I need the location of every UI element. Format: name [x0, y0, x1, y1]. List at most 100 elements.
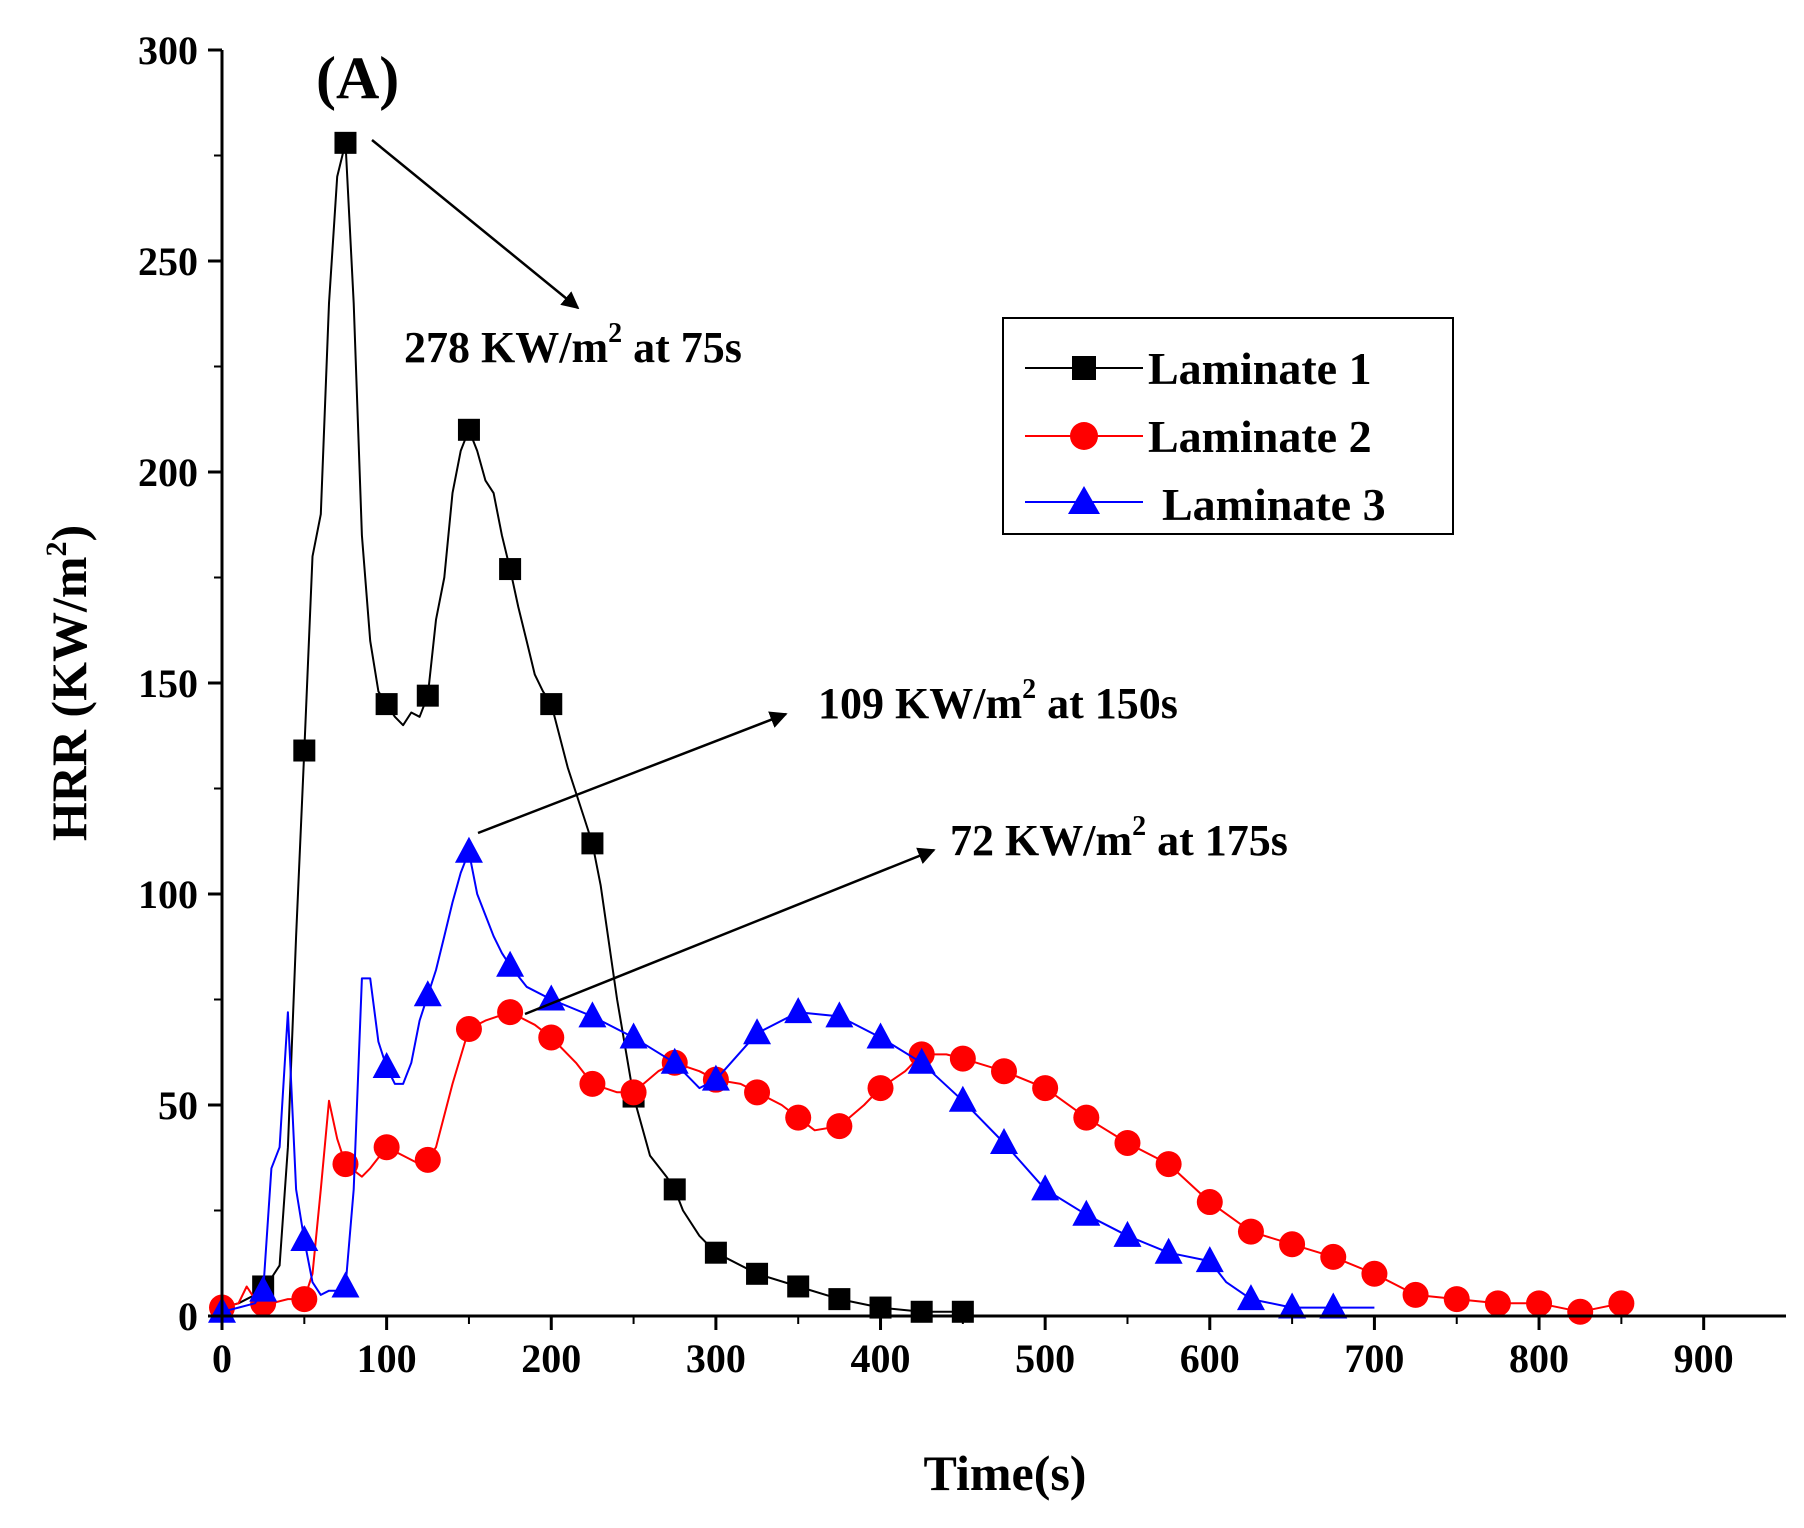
y-axis-title-sup: 2	[40, 541, 73, 556]
data-point	[578, 1001, 607, 1028]
data-point	[414, 1146, 441, 1173]
data-point	[660, 1047, 689, 1074]
data-point	[1114, 1129, 1141, 1156]
panel-label: (A)	[316, 45, 399, 111]
x-tick-label: 0	[212, 1336, 232, 1381]
data-point	[457, 418, 480, 441]
data-point	[375, 693, 398, 716]
data-point	[1402, 1281, 1429, 1308]
data-point	[867, 1075, 894, 1102]
data-point	[619, 1022, 648, 1049]
data-point	[1032, 1075, 1059, 1102]
x-tick-label: 100	[357, 1336, 417, 1381]
series-layer	[208, 131, 1635, 1325]
data-point	[293, 739, 316, 762]
data-point	[1113, 1220, 1142, 1247]
y-tick-label: 200	[138, 450, 198, 495]
y-axis-title-main: HRR (KW/m	[41, 556, 97, 841]
x-tick-label: 500	[1015, 1336, 1075, 1381]
x-tick-label: 800	[1509, 1336, 1569, 1381]
data-point	[581, 832, 604, 855]
data-point	[828, 1288, 851, 1311]
data-point	[1361, 1260, 1388, 1287]
annotation-2-tail: at 150s	[1036, 679, 1178, 728]
data-point	[290, 1225, 319, 1252]
data-point	[497, 999, 524, 1026]
data-point	[331, 1271, 360, 1298]
data-point	[825, 1001, 854, 1028]
data-point	[704, 1241, 727, 1264]
annotation-label-3: 72 KW/m2 at 175s	[950, 811, 1288, 865]
data-point	[373, 1134, 400, 1161]
data-point	[1072, 1199, 1101, 1226]
data-point	[1073, 1104, 1100, 1131]
y-tick-label: 300	[138, 28, 198, 73]
data-point	[785, 1104, 812, 1131]
data-point	[332, 1151, 359, 1178]
x-tick-label: 900	[1674, 1336, 1734, 1381]
series-laminate-3	[208, 836, 1375, 1323]
data-point	[990, 1127, 1018, 1154]
legend-marker-laminate-3	[1068, 486, 1100, 514]
data-point	[1567, 1298, 1594, 1325]
data-point	[579, 1070, 606, 1097]
annotation-2-sup: 2	[1022, 674, 1036, 705]
data-point	[1155, 1151, 1182, 1178]
data-point	[991, 1058, 1017, 1085]
annotation-1-tail: at 75s	[622, 323, 742, 372]
x-tick-label: 300	[686, 1336, 746, 1381]
data-point	[291, 1286, 318, 1313]
annotation-arrow-1	[371, 139, 580, 310]
data-point	[455, 1016, 482, 1043]
x-tick-label: 200	[521, 1336, 581, 1381]
data-point	[538, 1024, 565, 1051]
data-point	[1279, 1231, 1306, 1258]
data-point	[454, 836, 483, 863]
x-tick-label: 700	[1344, 1336, 1404, 1381]
data-point	[663, 1178, 686, 1201]
data-point	[746, 1262, 769, 1285]
data-point	[1443, 1286, 1470, 1313]
legend-marker-laminate-2	[1070, 422, 1098, 450]
legend-item-laminate-1: Laminate 1	[1025, 343, 1372, 394]
data-point	[499, 558, 522, 581]
y-tick-label: 100	[138, 872, 198, 917]
data-point	[620, 1079, 647, 1106]
data-point	[1031, 1174, 1060, 1201]
data-point	[496, 950, 525, 977]
y-tick-label: 150	[138, 661, 198, 706]
data-point	[1196, 1189, 1223, 1216]
y-axis-title-close: )	[41, 525, 97, 542]
data-point	[1608, 1290, 1635, 1317]
annotation-3-main: 72 KW/m	[950, 816, 1132, 865]
data-point	[949, 1045, 976, 1072]
y-tick-label: 50	[158, 1083, 198, 1128]
ticks: 0 100 200 300 400 500 600 700 800 900 0 50 100 150 200…	[138, 28, 1734, 1381]
data-point	[743, 1018, 772, 1045]
x-axis-title: Time(s)	[924, 1445, 1087, 1501]
data-point	[826, 1113, 853, 1140]
legend-label-laminate-2: Laminate 2	[1148, 411, 1372, 462]
data-point	[744, 1079, 771, 1106]
legend: Laminate 1 Laminate 2 Laminate 3	[1002, 317, 1454, 535]
x-tick-label: 600	[1180, 1336, 1240, 1381]
legend-label-laminate-3: Laminate 3	[1162, 479, 1386, 530]
annotation-1-sup: 2	[608, 318, 622, 349]
annotation-arrow-2	[477, 711, 788, 835]
data-point	[1236, 1284, 1265, 1311]
x-tick-label: 400	[851, 1336, 911, 1381]
data-point	[1154, 1237, 1183, 1264]
data-point	[910, 1300, 933, 1323]
data-point	[907, 1047, 936, 1074]
data-point	[787, 1275, 810, 1298]
data-point	[372, 1052, 401, 1079]
data-point	[1484, 1290, 1511, 1317]
y-tick-label: 0	[178, 1294, 198, 1339]
data-point	[784, 997, 813, 1024]
series-line	[221, 850, 1375, 1313]
data-point	[1237, 1218, 1264, 1245]
data-point	[334, 131, 357, 154]
data-point	[1526, 1290, 1553, 1317]
data-point	[869, 1296, 892, 1319]
